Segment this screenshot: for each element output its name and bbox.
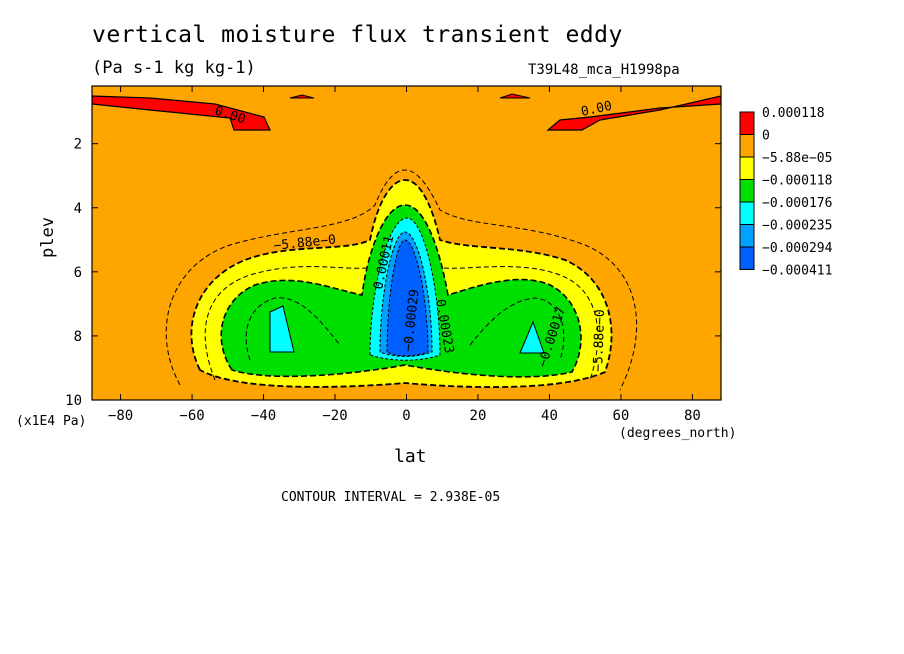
region-pos-small-2 xyxy=(499,93,531,99)
legend-swatch xyxy=(739,246,755,270)
chart-title: vertical moisture flux transient eddy xyxy=(92,22,623,48)
x-tick-label: 80 xyxy=(684,408,701,424)
x-tick-label: −40 xyxy=(251,408,276,424)
y-tick-label: 4 xyxy=(74,201,82,217)
legend-label: 0 xyxy=(762,129,770,144)
legend-swatch xyxy=(739,156,755,180)
legend-label: −0.000176 xyxy=(762,196,832,211)
y-axis-unit: (x1E4 Pa) xyxy=(16,414,87,429)
x-axis-unit: (degrees_north) xyxy=(619,426,737,441)
x-tick-label: 40 xyxy=(541,408,558,424)
y-axis-label: plev xyxy=(38,217,58,258)
legend-label: −5.88e−05 xyxy=(762,151,832,166)
legend-swatch xyxy=(739,111,755,135)
x-tick-label: −60 xyxy=(179,408,204,424)
contour-label-core-2: −0.00029 xyxy=(401,289,422,353)
legend-label: −0.000411 xyxy=(762,264,832,279)
contour-line-mid xyxy=(204,266,599,381)
x-tick-label: −80 xyxy=(108,408,133,424)
axis-ticks: −80 −60 −40 −20 0 20 40 60 80 2 4 6 8 10 xyxy=(65,86,721,424)
legend-label: −0.000118 xyxy=(762,174,832,189)
x-axis-label: lat xyxy=(394,446,427,467)
contour-label-left: −5.88e−0 xyxy=(273,233,337,254)
contour-label-top-right: 0.00 xyxy=(580,99,614,120)
chart-units: (Pa s-1 kg kg-1) xyxy=(92,58,256,78)
legend-swatch xyxy=(739,134,755,158)
region-level-cyan-right xyxy=(519,320,545,354)
y-tick-label: 8 xyxy=(74,329,82,345)
y-tick-label: 6 xyxy=(74,265,82,281)
dataset-name: T39L48_mca_H1998pa xyxy=(528,62,680,78)
legend-swatch xyxy=(739,224,755,248)
x-tick-label: 60 xyxy=(613,408,630,424)
region-pos-right xyxy=(546,95,721,131)
y-tick-label: 2 xyxy=(74,137,82,153)
y-tick-label: 10 xyxy=(65,393,82,409)
region-level-cyan-left xyxy=(269,305,295,353)
legend-swatch xyxy=(739,179,755,203)
x-tick-label: −20 xyxy=(322,408,347,424)
legend-swatch xyxy=(739,201,755,225)
contour-line-outer xyxy=(165,169,638,391)
legend-label: 0.000118 xyxy=(762,106,825,121)
contour-line-inner xyxy=(245,297,565,361)
legend-label: −0.000235 xyxy=(762,219,832,234)
legend-label: −0.000294 xyxy=(762,241,833,256)
legend: 0.000118 0 −5.88e−05 −0.000118 −0.000176 −0.0… xyxy=(739,106,833,279)
contour-label-right-2: −5.88e−0 xyxy=(591,309,608,372)
region-level-blue-core xyxy=(386,239,429,357)
x-tick-label: 20 xyxy=(470,408,487,424)
contour-interval: CONTOUR INTERVAL = 2.938E-05 xyxy=(281,490,501,505)
region-pos-left xyxy=(92,95,271,131)
region-pos-small-1 xyxy=(289,94,315,99)
x-tick-label: 0 xyxy=(402,408,410,424)
